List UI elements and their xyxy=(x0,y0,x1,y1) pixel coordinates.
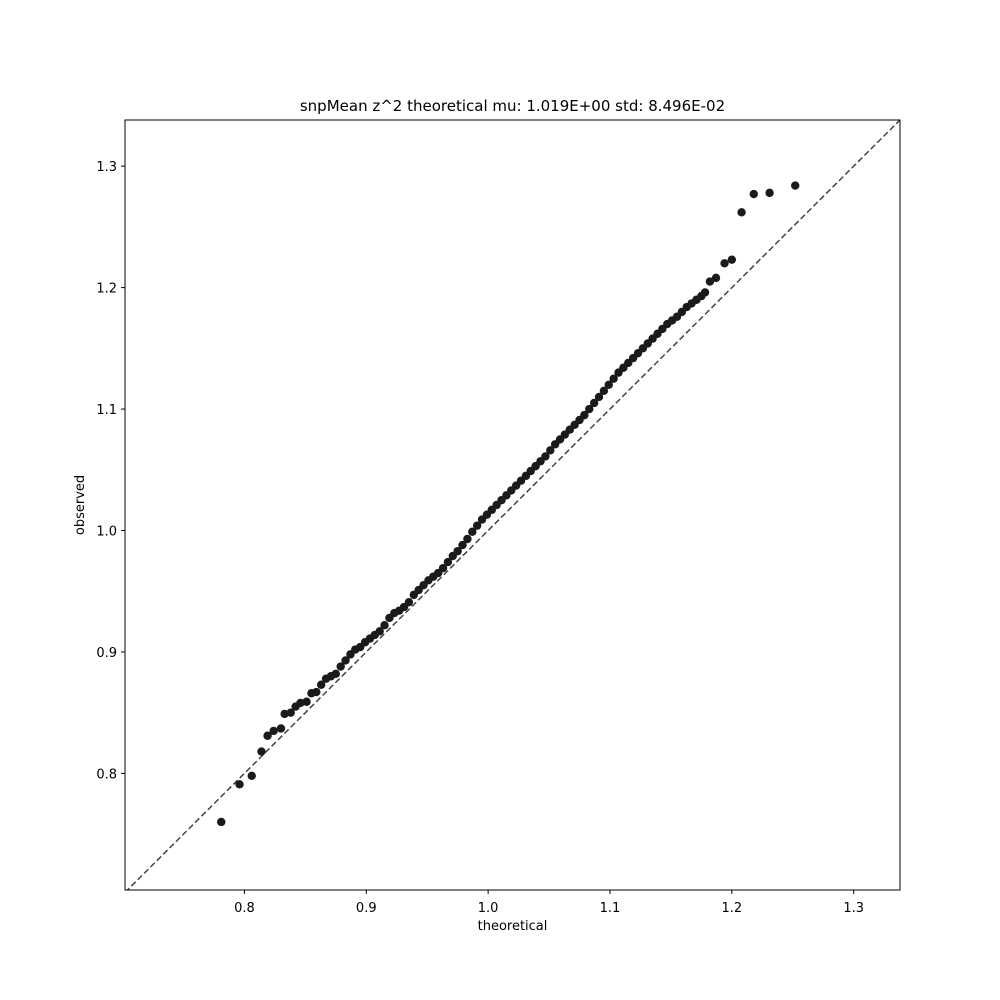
plot-area xyxy=(126,120,900,890)
data-point xyxy=(380,621,389,630)
data-point xyxy=(302,697,311,706)
data-point xyxy=(438,563,448,573)
data-point xyxy=(585,404,594,414)
y-tick-label: 1.1 xyxy=(96,403,117,418)
x-axis-label: theoretical xyxy=(478,919,548,934)
x-tick-label: 1.0 xyxy=(478,901,499,916)
data-point xyxy=(247,771,256,781)
data-point xyxy=(791,181,800,190)
data-point xyxy=(604,380,613,389)
data-point xyxy=(711,273,721,283)
data-point xyxy=(331,669,341,679)
data-point xyxy=(458,540,467,550)
y-tick-label: 0.9 xyxy=(96,646,117,661)
data-point xyxy=(705,277,715,286)
data-point xyxy=(700,288,710,297)
data-point xyxy=(276,724,286,733)
data-point xyxy=(580,410,589,420)
data-point xyxy=(463,534,472,544)
x-tick-label: 1.3 xyxy=(843,901,864,916)
data-point xyxy=(594,392,604,402)
data-point xyxy=(749,189,758,199)
data-point xyxy=(263,731,272,740)
data-point xyxy=(468,527,477,536)
x-tick-label: 0.8 xyxy=(234,901,255,916)
data-point xyxy=(609,374,618,383)
x-tick-label: 1.2 xyxy=(721,901,742,916)
y-tick-label: 1.0 xyxy=(96,525,117,540)
axes-frame xyxy=(124,119,901,891)
y-axis-label: observed xyxy=(73,475,88,535)
data-point xyxy=(546,446,555,455)
data-point xyxy=(312,687,321,697)
data-point xyxy=(316,680,326,689)
x-tick-label: 1.1 xyxy=(600,901,621,916)
data-point xyxy=(727,255,737,264)
x-tick-label: 0.9 xyxy=(356,901,377,916)
data-point xyxy=(737,208,746,217)
data-point xyxy=(541,452,550,461)
data-point xyxy=(235,780,244,789)
data-point xyxy=(217,817,226,827)
y-tick-label: 1.3 xyxy=(96,160,117,175)
data-point xyxy=(443,557,453,567)
data-point xyxy=(404,597,414,607)
data-point xyxy=(472,521,482,530)
reference-line xyxy=(126,120,900,890)
data-point xyxy=(765,188,774,198)
data-point xyxy=(257,747,266,756)
data-point xyxy=(589,398,599,408)
data-point xyxy=(599,386,609,396)
data-point xyxy=(336,662,345,671)
data-point xyxy=(720,259,729,268)
data-point xyxy=(269,726,278,736)
data-point xyxy=(375,627,384,636)
y-tick-label: 0.8 xyxy=(96,767,117,782)
data-point xyxy=(341,656,350,665)
y-tick-label: 1.2 xyxy=(96,282,117,297)
data-point xyxy=(286,708,295,717)
data-point xyxy=(453,546,462,556)
chart-title: snpMean z^2 theoretical mu: 1.019E+00 st… xyxy=(300,97,725,115)
